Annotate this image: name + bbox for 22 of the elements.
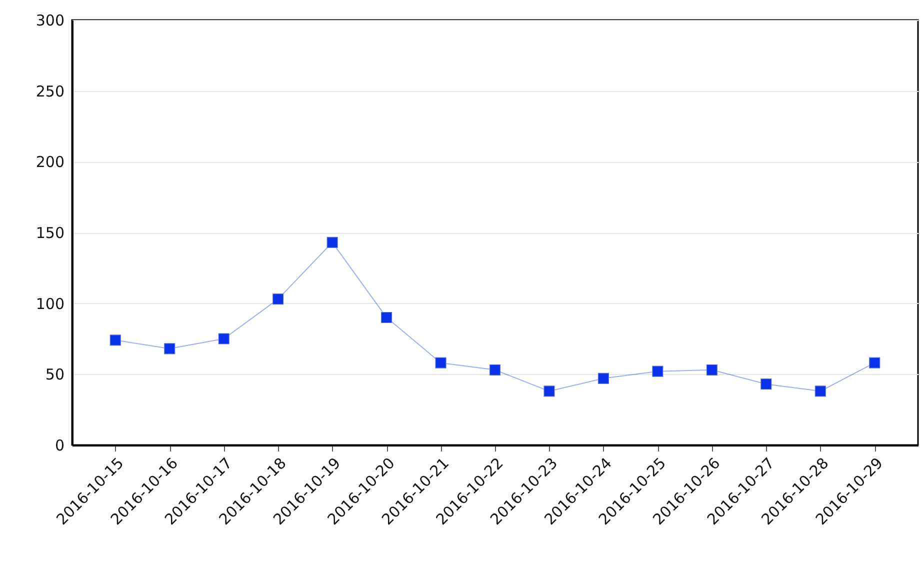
point [218, 333, 230, 344]
y-tick-label: 200 [36, 153, 64, 172]
y-tick-label: 100 [36, 294, 64, 313]
point [380, 312, 392, 324]
point [706, 364, 718, 376]
y-tick-label: 0 [54, 436, 64, 454]
point [326, 236, 338, 248]
point [489, 364, 501, 376]
point [652, 366, 664, 377]
point [164, 343, 176, 354]
point [814, 386, 826, 397]
y-tick-label: 50 [45, 366, 64, 384]
point [869, 357, 880, 368]
y-tick-label: 150 [36, 224, 64, 242]
point [598, 372, 610, 384]
y-tick-label: 250 [36, 82, 64, 100]
point [272, 294, 284, 305]
point [544, 386, 555, 397]
y-tick-label: 300 [36, 12, 64, 30]
point [760, 378, 772, 390]
point [435, 357, 446, 368]
point [110, 334, 121, 346]
